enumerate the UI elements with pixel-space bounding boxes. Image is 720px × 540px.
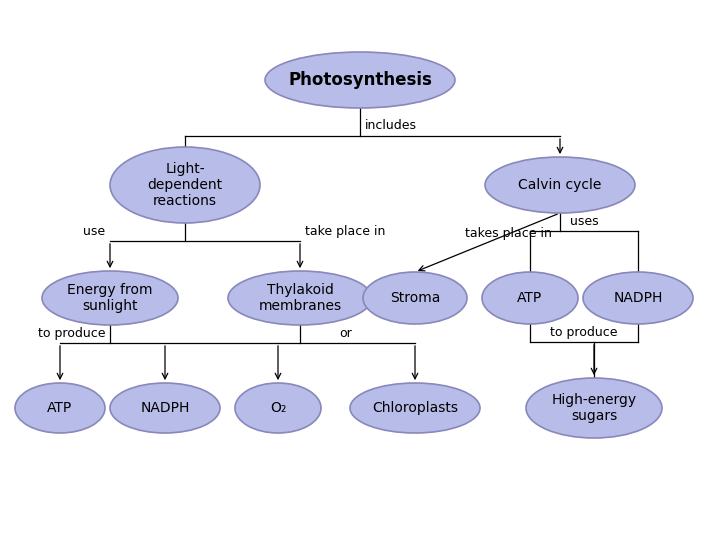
Text: to produce: to produce (37, 327, 105, 340)
Text: ATP: ATP (48, 401, 73, 415)
Text: Energy from
sunlight: Energy from sunlight (67, 283, 153, 313)
Text: to produce: to produce (550, 326, 618, 339)
Text: includes: includes (365, 119, 417, 132)
Ellipse shape (485, 157, 635, 213)
Text: Chloroplasts: Chloroplasts (372, 401, 458, 415)
Ellipse shape (228, 271, 372, 325)
Ellipse shape (110, 147, 260, 223)
Text: Light-
dependent
reactions: Light- dependent reactions (148, 162, 222, 208)
Text: Photosynthesis: Photosynthesis (288, 71, 432, 89)
Ellipse shape (350, 383, 480, 433)
Ellipse shape (583, 272, 693, 324)
Text: uses: uses (570, 215, 598, 228)
Text: take place in: take place in (305, 225, 385, 238)
Text: Stroma: Stroma (390, 291, 440, 305)
Ellipse shape (526, 378, 662, 438)
Ellipse shape (363, 272, 467, 324)
Text: ATP: ATP (518, 291, 543, 305)
Ellipse shape (265, 52, 455, 108)
Ellipse shape (235, 383, 321, 433)
Text: NADPH: NADPH (613, 291, 662, 305)
Text: High-energy
sugars: High-energy sugars (552, 393, 636, 423)
Text: O₂: O₂ (270, 401, 286, 415)
Text: takes place in: takes place in (465, 227, 552, 240)
Ellipse shape (482, 272, 578, 324)
Text: use: use (83, 225, 105, 238)
Text: NADPH: NADPH (140, 401, 189, 415)
Text: or: or (340, 327, 352, 340)
Ellipse shape (15, 383, 105, 433)
Text: Thylakoid
membranes: Thylakoid membranes (258, 283, 341, 313)
Text: Calvin cycle: Calvin cycle (518, 178, 602, 192)
Ellipse shape (42, 271, 178, 325)
Ellipse shape (110, 383, 220, 433)
